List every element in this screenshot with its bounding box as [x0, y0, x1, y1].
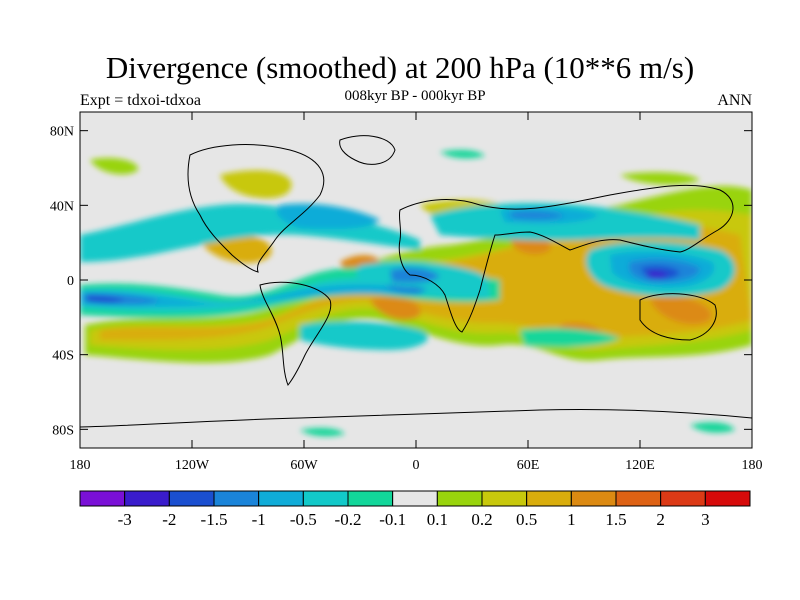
y-tick-label: 80N: [50, 125, 74, 140]
contour-convergence: [86, 274, 425, 304]
x-tick-label: 120W: [175, 458, 210, 473]
y-tick-label: 40N: [50, 199, 74, 214]
coastline-australia: [639, 293, 717, 341]
coastline-europe-asia-africa: [398, 184, 734, 333]
colorbar-swatch: [347, 490, 394, 507]
colorbar-swatch: [570, 490, 617, 507]
coastline-greenland: [339, 135, 396, 165]
coastline-south-america: [259, 281, 332, 386]
contour-convergence: [520, 327, 620, 347]
x-tick-label: 120E: [625, 458, 655, 473]
colorbar-label: -3: [118, 510, 132, 529]
contour-divergence: [200, 234, 272, 263]
coastline-antarctica: [80, 408, 752, 428]
colorbar-label: 3: [701, 510, 710, 529]
colorbar-label: 0.5: [516, 510, 537, 529]
colorbar-swatch: [79, 490, 126, 507]
period-label: 008kyr BP - 000kyr BP: [344, 88, 486, 104]
colorbar-swatch: [615, 490, 662, 507]
colorbar-label: 0.2: [471, 510, 492, 529]
colorbar-label: -0.5: [290, 510, 317, 529]
colorbar-label: -1: [252, 510, 266, 529]
experiment-label: Expt = tdxoi-tdxoa: [80, 92, 202, 109]
colorbar-label: -0.1: [379, 510, 406, 529]
colorbar-swatch: [526, 490, 572, 507]
colorbar-swatch: [168, 490, 215, 507]
colorbar-label: -2: [162, 510, 176, 529]
colorbar-label: -1.5: [201, 510, 228, 529]
colorbar-label: -0.2: [335, 510, 362, 529]
colorbar-label: 0.1: [427, 510, 448, 529]
contour-convergence: [80, 284, 420, 307]
x-tick-label: 60W: [290, 458, 318, 473]
colorbar-swatch: [213, 490, 260, 507]
colorbar-swatch: [481, 490, 528, 507]
season-label: ANN: [717, 92, 752, 109]
y-tick-label: 80S: [52, 423, 74, 438]
coastline-north-america: [187, 144, 325, 273]
x-tick-label: 180: [70, 458, 91, 473]
contour-divergence: [220, 170, 512, 227]
colorbar-swatch: [660, 490, 706, 507]
x-tick-label: 0: [413, 458, 420, 473]
coastlines: [80, 135, 752, 428]
y-tick-label: 40S: [52, 349, 74, 364]
colorbar-swatch: [392, 490, 438, 507]
contour-convergence: [510, 210, 565, 220]
contour-convergence: [648, 271, 668, 279]
x-axis: 180 120W 60W 0 60E 120E 180: [70, 112, 763, 473]
colorbar-swatch: [704, 490, 751, 507]
x-tick-label: 180: [742, 458, 763, 473]
colorbar-swatch: [436, 490, 483, 507]
colorbar-swatch: [124, 490, 170, 507]
contour-convergence: [300, 321, 429, 350]
x-tick-label: 60E: [517, 458, 540, 473]
colorbar-swatch: [302, 490, 349, 507]
colorbar-swatch: [258, 490, 304, 507]
colorbar-label: 1.5: [605, 510, 626, 529]
plot-title: Divergence (smoothed) at 200 hPa (10**6 …: [105, 50, 695, 85]
y-axis: 80N 40N 0 40S 80S: [50, 125, 752, 438]
colorbar-label: 1: [567, 510, 576, 529]
colorbar-label: 2: [656, 510, 665, 529]
colorbar: -3 -2 -1.5 -1 -0.5 -0.2 -0.1 0.1 0.2 0.5 1 1.5 2 3: [79, 490, 751, 529]
contour-convergence: [276, 203, 380, 230]
y-tick-label: 0: [67, 274, 74, 289]
